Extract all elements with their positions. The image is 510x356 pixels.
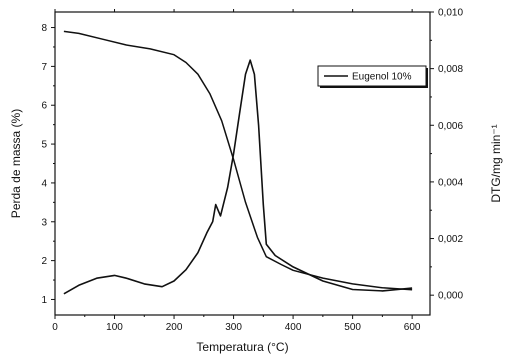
y-left-tick-label: 5 [41, 140, 47, 151]
y-right-tick-label: 0,008 [438, 64, 463, 75]
ticks-group: 0 100 200 300 400 500 600 1 2 3 4 5 6 7 8 0,000 0,002 0,0… [41, 8, 463, 334]
legend-entry: Eugenol 10% [352, 72, 412, 83]
labels-group: Temperatura (°C) Perda de massa (%) DTG/mg… [9, 109, 503, 354]
y-right-tick-label: 0,002 [438, 234, 463, 245]
x-tick-label: 200 [166, 322, 183, 333]
mass-loss-series-line [63, 30, 413, 291]
y-left-tick-label: 3 [41, 217, 47, 228]
y-left-tick-label: 7 [41, 62, 47, 73]
legend: Eugenol 10% [317, 65, 428, 88]
x-axis-label: Temperatura (°C) [196, 340, 288, 354]
y-right-tick-label: 0,004 [438, 177, 463, 188]
x-tick-label: 300 [225, 322, 242, 333]
x-tick-label: 500 [344, 322, 361, 333]
y-left-tick-label: 4 [41, 178, 47, 189]
plot-frame [54, 11, 431, 316]
legend-box [317, 65, 427, 87]
y-right-tick-label: 0,006 [438, 121, 463, 132]
y-right-tick-label: 0,000 [438, 291, 463, 302]
y-left-tick-label: 6 [41, 101, 47, 112]
dtg-series-line [63, 59, 413, 295]
y-left-tick-label: 8 [41, 23, 47, 34]
x-tick-label: 600 [404, 322, 421, 333]
x-tick-label: 400 [285, 322, 302, 333]
y-right-axis-label: DTG/mg min⁻¹ [489, 124, 503, 202]
y-left-axis-label: Perda de massa (%) [9, 109, 23, 218]
y-right-tick-label: 0,010 [438, 8, 463, 19]
series-group [63, 30, 413, 295]
x-tick-label: 100 [106, 322, 123, 333]
x-tick-label: 0 [52, 322, 58, 333]
plot-frame-group [54, 11, 431, 316]
y-left-tick-label: 1 [41, 295, 47, 306]
y-left-tick-label: 2 [41, 256, 47, 267]
